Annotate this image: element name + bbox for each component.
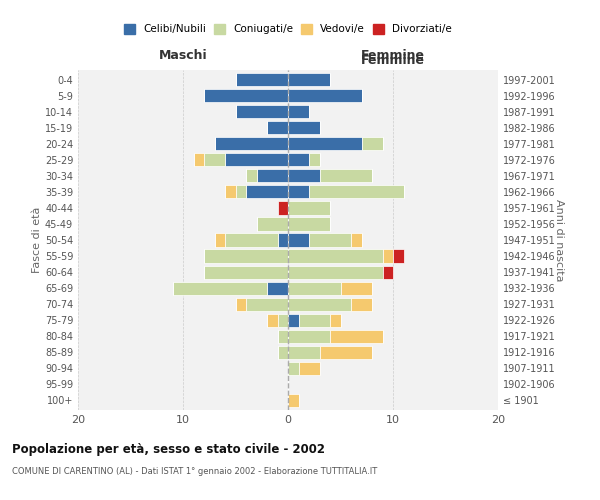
Bar — [330, 330, 383, 343]
Bar — [288, 394, 299, 407]
Bar — [299, 314, 330, 327]
Bar — [309, 186, 404, 198]
Text: Femmine: Femmine — [361, 54, 425, 66]
Bar — [235, 186, 246, 198]
Bar — [267, 282, 288, 294]
Bar — [320, 170, 372, 182]
Bar — [225, 153, 288, 166]
Bar — [193, 153, 204, 166]
Bar — [277, 330, 288, 343]
Bar — [204, 89, 288, 102]
Bar — [288, 121, 320, 134]
Text: Popolazione per età, sesso e stato civile - 2002: Popolazione per età, sesso e stato civil… — [12, 442, 325, 456]
Bar — [288, 202, 330, 214]
Bar — [288, 153, 309, 166]
Bar — [288, 266, 383, 278]
Bar — [288, 250, 383, 262]
Bar — [288, 298, 351, 310]
Bar — [215, 137, 288, 150]
Bar — [288, 170, 320, 182]
Bar — [288, 346, 320, 359]
Bar — [393, 250, 404, 262]
Bar — [246, 186, 288, 198]
Bar — [257, 170, 288, 182]
Bar — [288, 234, 309, 246]
Bar — [225, 234, 277, 246]
Text: Maschi: Maschi — [158, 49, 208, 62]
Bar — [288, 282, 341, 294]
Bar — [351, 298, 372, 310]
Bar — [267, 314, 277, 327]
Bar — [277, 346, 288, 359]
Y-axis label: Fasce di età: Fasce di età — [32, 207, 42, 273]
Bar — [288, 73, 330, 86]
Bar — [299, 362, 320, 375]
Bar — [173, 282, 267, 294]
Bar — [288, 105, 309, 118]
Bar — [288, 362, 299, 375]
Text: COMUNE DI CARENTINO (AL) - Dati ISTAT 1° gennaio 2002 - Elaborazione TUTTITALIA.: COMUNE DI CARENTINO (AL) - Dati ISTAT 1°… — [12, 468, 377, 476]
Bar — [351, 234, 361, 246]
Bar — [341, 282, 372, 294]
Y-axis label: Anni di nascita: Anni di nascita — [554, 198, 564, 281]
Bar — [246, 298, 288, 310]
Bar — [204, 250, 288, 262]
Bar — [235, 105, 288, 118]
Bar — [288, 89, 361, 102]
Bar — [309, 153, 320, 166]
Bar — [288, 218, 330, 230]
Bar — [309, 234, 351, 246]
Bar — [204, 266, 288, 278]
Bar — [320, 346, 372, 359]
Text: Femmine: Femmine — [361, 49, 425, 62]
Bar — [288, 314, 299, 327]
Legend: Celibi/Nubili, Coniugati/e, Vedovi/e, Divorziati/e: Celibi/Nubili, Coniugati/e, Vedovi/e, Di… — [124, 24, 452, 34]
Bar — [277, 234, 288, 246]
Bar — [330, 314, 341, 327]
Bar — [204, 153, 225, 166]
Bar — [288, 186, 309, 198]
Bar — [383, 266, 393, 278]
Bar — [215, 234, 225, 246]
Bar — [235, 298, 246, 310]
Bar — [288, 330, 330, 343]
Bar — [277, 314, 288, 327]
Bar — [267, 121, 288, 134]
Bar — [235, 73, 288, 86]
Bar — [225, 186, 235, 198]
Bar — [383, 250, 393, 262]
Bar — [246, 170, 257, 182]
Bar — [277, 202, 288, 214]
Bar — [361, 137, 383, 150]
Bar — [257, 218, 288, 230]
Bar — [288, 137, 361, 150]
